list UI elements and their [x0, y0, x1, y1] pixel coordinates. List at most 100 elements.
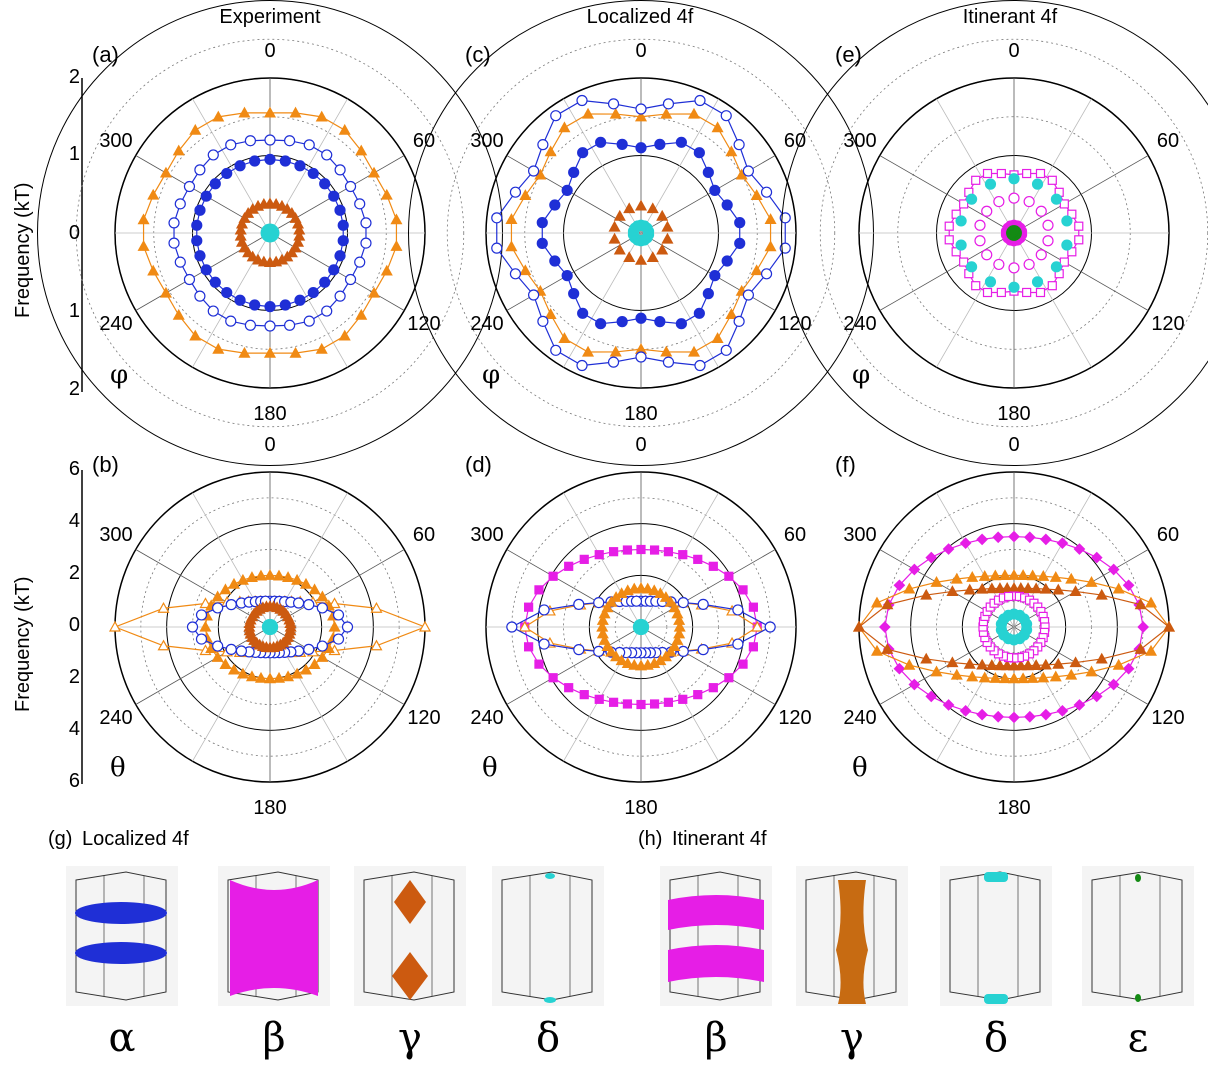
- series-orange-0: [137, 106, 403, 358]
- data-point: [946, 585, 959, 597]
- theta-symbol-d: θ: [482, 753, 498, 783]
- data-point: [1031, 276, 1044, 288]
- data-point: [509, 268, 522, 280]
- data-point: [207, 149, 219, 161]
- data-point: [984, 178, 997, 190]
- data-point: [678, 550, 688, 560]
- data-point: [608, 220, 621, 232]
- data-point: [1042, 235, 1054, 247]
- tick-top-2: 0: [68, 222, 80, 244]
- data-point: [852, 620, 866, 632]
- data-point: [1017, 569, 1030, 581]
- data-point: [273, 671, 286, 683]
- data-point: [742, 289, 754, 301]
- data-point: [282, 670, 295, 682]
- data-point: [172, 144, 185, 156]
- data-point: [920, 588, 933, 600]
- data-point: [568, 288, 580, 300]
- data-point: [976, 533, 988, 546]
- data-point: [183, 273, 196, 286]
- data-point: [594, 550, 604, 560]
- data-point: [289, 106, 302, 118]
- data-point: [662, 356, 675, 368]
- data-point: [315, 342, 328, 354]
- data-point: [998, 672, 1011, 684]
- fs-delta-it-bottom: [984, 994, 1008, 1004]
- data-point: [168, 217, 180, 229]
- data-point: [992, 710, 1005, 723]
- data-point: [137, 240, 150, 251]
- data-point: [649, 545, 660, 555]
- data-point: [299, 577, 313, 589]
- data-point: [236, 573, 249, 585]
- series-magenta-0: [944, 168, 1084, 298]
- data-point: [1008, 173, 1020, 185]
- column-title-experiment: Experiment: [219, 6, 321, 28]
- panel-letter-a: (a): [92, 42, 119, 67]
- fs-label-delta-loc: δ: [535, 1015, 561, 1061]
- data-point: [538, 604, 550, 616]
- data-point: [677, 596, 689, 609]
- data-point: [209, 276, 221, 288]
- data-point: [219, 658, 232, 669]
- series-blue-2: [186, 595, 354, 659]
- angle-300-d: 300: [470, 524, 504, 546]
- data-point: [1023, 531, 1036, 544]
- data-point: [1017, 672, 1030, 684]
- fs-gamma-loc-top: [394, 880, 426, 924]
- data-point: [524, 642, 534, 652]
- polar-panel-f: [852, 471, 1176, 783]
- data-point: [544, 308, 557, 319]
- data-point: [648, 584, 661, 596]
- data-point: [299, 663, 313, 675]
- data-point: [1069, 656, 1082, 668]
- data-point: [654, 316, 666, 328]
- data-point: [732, 604, 744, 616]
- fs-label-delta-it: δ: [983, 1015, 1009, 1061]
- data-point: [764, 240, 777, 252]
- data-point: [982, 287, 993, 298]
- data-point: [534, 659, 544, 669]
- fs-epsilon-top: [1135, 874, 1141, 882]
- data-point: [654, 138, 666, 150]
- angle-120-b: 120: [407, 707, 441, 729]
- data-point: [200, 264, 212, 276]
- data-point: [697, 644, 709, 656]
- data-point: [963, 657, 976, 669]
- brillouin-zone: [949, 871, 1041, 1001]
- data-point: [491, 242, 503, 254]
- data-point: [636, 544, 646, 555]
- data-point: [195, 633, 208, 645]
- data-point: [263, 619, 275, 631]
- data-point: [944, 235, 954, 245]
- data-point: [709, 184, 721, 196]
- fs-panel-letter-g: (g): [48, 828, 73, 850]
- data-point: [976, 658, 989, 670]
- data-point: [360, 237, 372, 249]
- data-point: [596, 627, 609, 639]
- data-point: [1035, 168, 1046, 179]
- data-point: [668, 640, 681, 651]
- fs-delta-loc-top: [545, 873, 555, 879]
- data-point: [721, 199, 733, 211]
- data-point: [264, 320, 276, 332]
- data-point: [211, 590, 224, 602]
- data-point: [519, 189, 532, 201]
- data-point: [1047, 175, 1057, 185]
- data-point: [656, 209, 669, 221]
- data-point: [249, 299, 261, 311]
- data-point: [1022, 287, 1032, 298]
- data-point: [225, 315, 237, 327]
- data-point: [370, 601, 383, 613]
- data-point: [721, 255, 733, 267]
- data-point: [1122, 662, 1135, 675]
- data-point: [368, 286, 381, 298]
- data-point: [275, 199, 288, 211]
- data-point: [930, 576, 943, 587]
- data-point: [1022, 168, 1032, 179]
- data-point: [390, 213, 403, 225]
- data-point: [194, 290, 206, 302]
- data-point: [1050, 261, 1063, 273]
- data-point: [564, 683, 574, 693]
